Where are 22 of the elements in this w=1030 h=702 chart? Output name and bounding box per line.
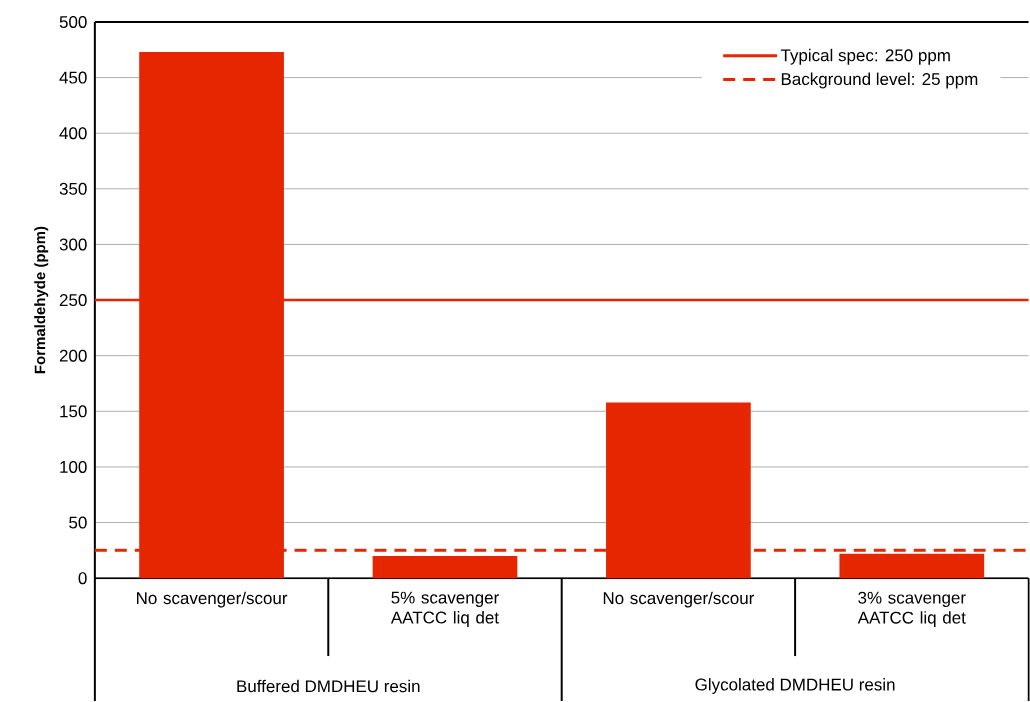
bar bbox=[372, 555, 518, 579]
y-axis-title: Formaldehyde (ppm) bbox=[34, 226, 49, 374]
text: Glycolated DMDHEU resin bbox=[695, 678, 895, 694]
legend-label: Background level: 25 ppm bbox=[781, 72, 978, 89]
x-tick-label: No scavenger/scour bbox=[137, 591, 288, 608]
y-tick-label: 500 bbox=[59, 15, 87, 28]
y-tick-label: 0 bbox=[78, 572, 87, 585]
text: Buffered DMDHEU resin bbox=[237, 679, 420, 693]
y-tick-label: 450 bbox=[59, 71, 87, 84]
y-tick-label: 150 bbox=[60, 405, 87, 418]
y-tick-label: 50 bbox=[69, 516, 87, 529]
y-tick-label: 350 bbox=[59, 182, 87, 195]
y-tick-label: 250 bbox=[59, 294, 87, 307]
y-tick-label: 200 bbox=[59, 349, 87, 362]
x-tick-label: No scavenger/scour bbox=[603, 591, 755, 608]
x-tick-label: 5% scavenger AATCC liq det bbox=[390, 591, 499, 627]
y-tick-label: 100 bbox=[60, 460, 87, 473]
y-tick-label: 400 bbox=[59, 127, 87, 140]
y-tick-label: 300 bbox=[59, 238, 87, 251]
x-tick-label: 3% scavenger AATCC liq det bbox=[857, 591, 966, 628]
bar bbox=[839, 553, 985, 579]
legend-label: Typical spec: 250 ppm bbox=[780, 48, 950, 65]
